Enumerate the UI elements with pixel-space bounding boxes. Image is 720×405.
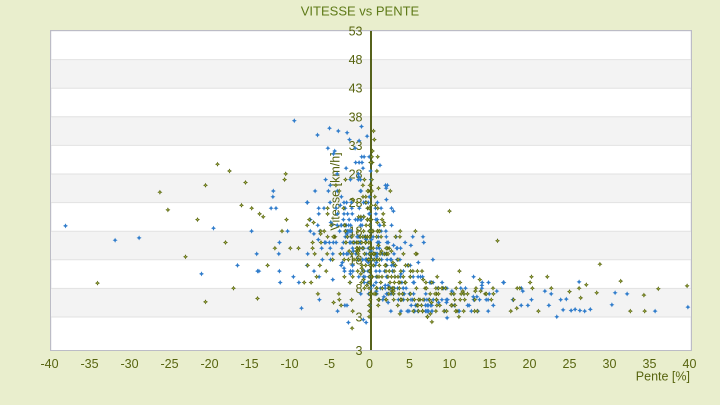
svg-text:48: 48 bbox=[349, 53, 363, 67]
svg-text:25: 25 bbox=[563, 357, 577, 371]
svg-text:-10: -10 bbox=[280, 357, 298, 371]
svg-text:38: 38 bbox=[349, 110, 363, 124]
svg-text:-40: -40 bbox=[40, 357, 58, 371]
svg-text:5: 5 bbox=[406, 357, 413, 371]
svg-text:0: 0 bbox=[366, 357, 373, 371]
svg-text:40: 40 bbox=[683, 357, 697, 371]
svg-text:3: 3 bbox=[356, 311, 363, 325]
svg-text:10: 10 bbox=[443, 357, 457, 371]
svg-text:-20: -20 bbox=[200, 357, 218, 371]
svg-text:-15: -15 bbox=[240, 357, 258, 371]
svg-text:Vitesse [km/h]: Vitesse [km/h] bbox=[329, 152, 343, 230]
svg-text:-30: -30 bbox=[120, 357, 138, 371]
svg-text:VITESSE vs PENTE: VITESSE vs PENTE bbox=[301, 4, 420, 19]
svg-text:-25: -25 bbox=[160, 357, 178, 371]
svg-text:15: 15 bbox=[483, 357, 497, 371]
svg-text:3: 3 bbox=[356, 344, 363, 358]
svg-text:8: 8 bbox=[356, 282, 363, 296]
svg-text:53: 53 bbox=[349, 25, 363, 39]
svg-text:30: 30 bbox=[603, 357, 617, 371]
svg-text:35: 35 bbox=[643, 357, 657, 371]
svg-text:20: 20 bbox=[523, 357, 537, 371]
svg-text:Pente [%]: Pente [%] bbox=[636, 370, 690, 384]
svg-text:43: 43 bbox=[349, 82, 363, 96]
svg-text:-35: -35 bbox=[80, 357, 98, 371]
svg-text:-5: -5 bbox=[324, 357, 335, 371]
